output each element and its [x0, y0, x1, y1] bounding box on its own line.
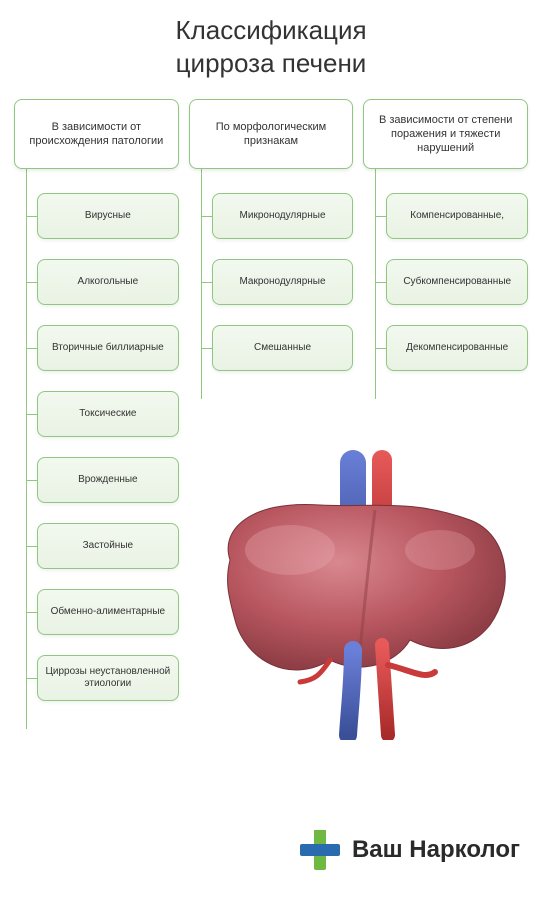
classification-item: Вторичные биллиарные — [37, 325, 179, 371]
logo-text: Ваш Нарколог — [352, 836, 520, 864]
classification-item: Циррозы неустановленной этиологии — [37, 655, 179, 701]
connector-line — [26, 169, 27, 729]
classification-item: Субкомпенсированные — [386, 259, 528, 305]
logo: Ваш Нарколог — [298, 828, 520, 872]
column-header: По морфологическим признакам — [189, 99, 354, 169]
classification-item: Компенсированные, — [386, 193, 528, 239]
classification-item: Алкогольные — [37, 259, 179, 305]
connector-line — [201, 169, 202, 399]
classification-item: Обменно-алиментарные — [37, 589, 179, 635]
classification-item: Вирусные — [37, 193, 179, 239]
column-header: В зависимости от степени поражения и тяж… — [363, 99, 528, 169]
classification-item: Микронодулярные — [212, 193, 354, 239]
connector-line — [375, 169, 376, 399]
classification-item: Макронодулярные — [212, 259, 354, 305]
classification-item: Врожденные — [37, 457, 179, 503]
classification-item: Токсические — [37, 391, 179, 437]
title-line1: Классификация — [175, 15, 366, 45]
title-line2: цирроза печени — [176, 48, 367, 78]
liver-illustration — [210, 450, 520, 740]
classification-item: Декомпенсированные — [386, 325, 528, 371]
logo-cross-icon — [298, 828, 342, 872]
column-header: В зависимости от происхождения патологии — [14, 99, 179, 169]
page-title: Классификация цирроза печени — [0, 0, 542, 79]
column-origin: В зависимости от происхождения патологии… — [14, 99, 179, 701]
classification-item: Смешанные — [212, 325, 354, 371]
classification-item: Застойные — [37, 523, 179, 569]
